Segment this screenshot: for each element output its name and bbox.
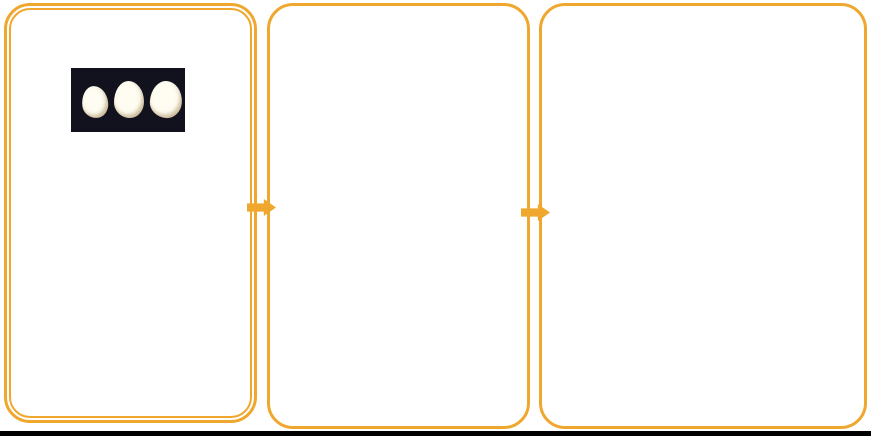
seedling-photo [15, 266, 252, 412]
bulb-image-3 [148, 79, 184, 120]
phenotypic-observation-panel [4, 3, 257, 423]
multiomics-panel [539, 3, 867, 429]
bottom-black-bar [0, 431, 871, 436]
bulb-image-2 [114, 81, 144, 118]
physiology-panel [267, 3, 530, 429]
multiomics-graphic [542, 6, 868, 430]
bulb-image-1 [80, 84, 110, 120]
bulb-photo [71, 68, 185, 132]
